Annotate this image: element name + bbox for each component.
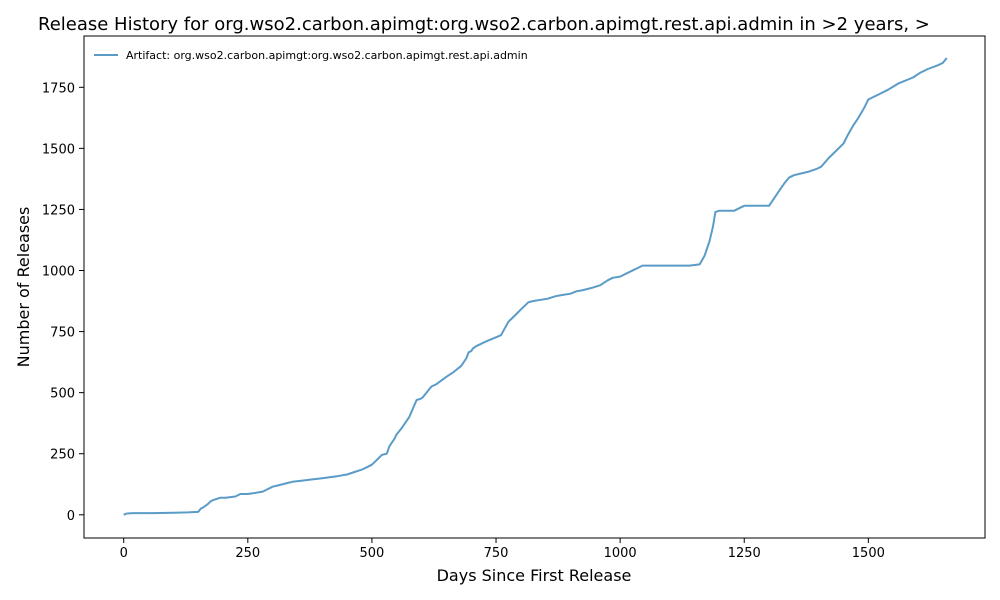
x-tick-label: 0 — [120, 546, 128, 561]
x-tick-label: 1250 — [728, 546, 761, 561]
x-tick-label: 750 — [484, 546, 509, 561]
y-tick-label: 1750 — [42, 81, 75, 96]
y-axis-ticks: 0 250 500 750 1000 1250 1500 1750 — [42, 81, 84, 524]
legend: Artifact: org.wso2.carbon.apimgt:org.wso… — [94, 49, 528, 62]
series-layer — [123, 57, 948, 516]
y-tick-label: 1000 — [42, 265, 75, 280]
plot-area: 0 250 500 750 1000 1250 1500 0 250 500 750 1000 125… — [42, 35, 986, 561]
series-line — [123, 57, 948, 516]
y-tick-label: 0 — [67, 509, 75, 524]
y-axis-label: Number of Releases — [14, 207, 33, 368]
x-axis-label: Days Since First Release — [437, 566, 632, 585]
y-tick-label: 1250 — [42, 203, 75, 218]
x-tick-label: 250 — [235, 546, 260, 561]
y-tick-label: 500 — [50, 387, 75, 402]
y-tick-label: 250 — [50, 448, 75, 463]
y-tick-label: 1500 — [42, 142, 75, 157]
chart-title: Release History for org.wso2.carbon.apim… — [38, 14, 930, 35]
legend-label: Artifact: org.wso2.carbon.apimgt:org.wso… — [126, 49, 528, 62]
x-tick-label: 500 — [360, 546, 385, 561]
x-tick-label: 1500 — [852, 546, 885, 561]
x-tick-label: 1000 — [604, 546, 637, 561]
y-tick-label: 750 — [50, 326, 75, 341]
axes-frame — [83, 35, 986, 539]
x-axis-ticks: 0 250 500 750 1000 1250 1500 — [120, 538, 885, 561]
